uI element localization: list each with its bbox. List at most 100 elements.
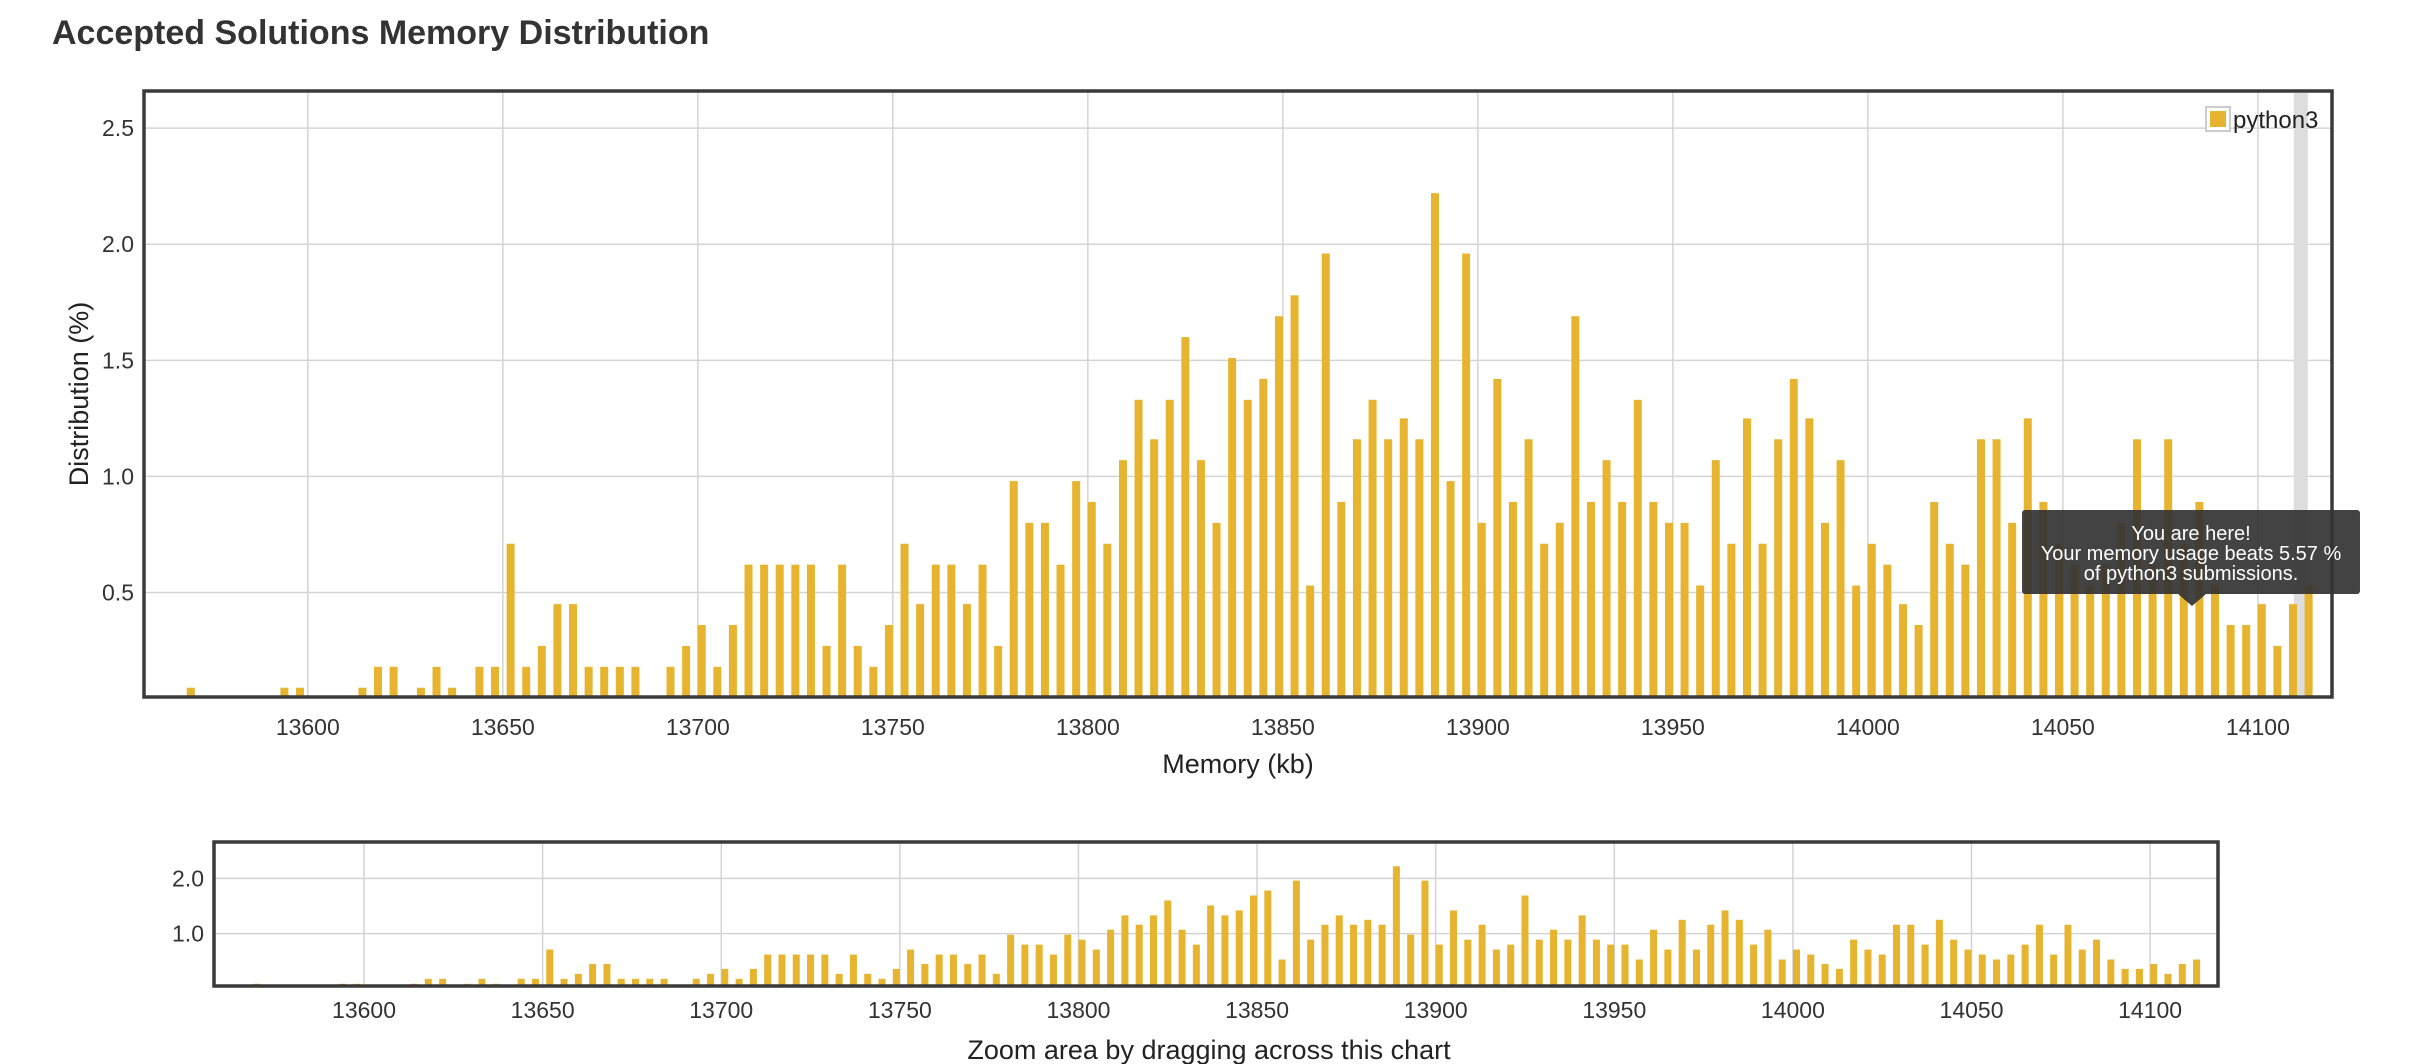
main-chart[interactable]: 13600 13650 13700 13750 13800 13850 13900 13950… <box>64 89 2360 779</box>
main-bar <box>1586 501 1595 697</box>
main-y-tick-label: 1.5 <box>102 347 134 373</box>
zoom-bar <box>2007 954 2015 986</box>
main-bar <box>491 666 500 697</box>
zoom-bar <box>1993 959 2001 986</box>
main-x-tick-label: 13850 <box>1251 714 1315 740</box>
zoom-bar <box>2035 924 2043 986</box>
zoom-bar <box>1850 939 1858 986</box>
main-bar <box>1321 253 1330 697</box>
main-x-tick-labels: 13600 13650 13700 13750 13800 13850 13900 13950… <box>276 714 2290 740</box>
zoom-bar <box>646 978 654 986</box>
main-bar <box>1212 522 1221 697</box>
tooltip: You are here! Your memory usage beats 5.… <box>2022 510 2360 606</box>
main-bar <box>2304 585 2313 697</box>
main-bar <box>1462 253 1471 697</box>
zoom-bar <box>1507 944 1515 986</box>
main-bar <box>1976 439 1985 697</box>
main-bar <box>884 625 893 697</box>
legend[interactable]: python3 <box>2205 106 2318 134</box>
zoom-bar <box>1078 939 1086 986</box>
zoom-bar <box>1492 949 1500 986</box>
zoom-bar <box>1421 880 1429 986</box>
zoom-bar <box>707 973 715 986</box>
main-bar <box>978 564 987 697</box>
zoom-bar <box>978 954 986 986</box>
main-bar <box>615 666 624 697</box>
main-y-tick-label: 2.0 <box>102 231 134 257</box>
main-bar <box>1056 564 1065 697</box>
zoom-bar <box>692 978 700 986</box>
zoom-bar <box>1750 944 1758 986</box>
tooltip-box <box>2022 510 2360 594</box>
zoom-bar <box>1735 919 1743 986</box>
main-bar <box>682 645 691 697</box>
zoom-bar <box>1035 944 1043 986</box>
zoom-bar <box>1164 900 1172 986</box>
zoom-bar <box>1764 929 1772 986</box>
zoom-bar <box>1221 915 1229 986</box>
main-bar <box>1009 481 1018 697</box>
zoom-bar <box>1978 954 1986 986</box>
main-bar <box>791 564 800 697</box>
main-bar <box>358 687 367 697</box>
zoom-plot-area[interactable] <box>214 842 2218 986</box>
zoom-bar <box>1778 959 1786 986</box>
zoom-x-tick-label: 13800 <box>1046 997 1110 1023</box>
zoom-x-tick-label: 13750 <box>868 997 932 1023</box>
main-bar <box>475 666 484 697</box>
zoom-bar <box>1650 929 1658 986</box>
main-bar <box>1727 543 1736 697</box>
zoom-bar <box>617 978 625 986</box>
main-plot-area <box>144 91 2332 697</box>
x-axis-title: Memory (kb) <box>1162 749 1314 779</box>
zoom-y-tick-label: 2.0 <box>172 865 204 891</box>
main-bar <box>1571 316 1580 697</box>
zoom-bar <box>835 973 843 986</box>
main-bar <box>713 666 722 697</box>
zoom-bar <box>1792 949 1800 986</box>
zoom-bar <box>2021 944 2029 986</box>
zoom-bar <box>1521 895 1529 986</box>
main-plot-frame <box>142 89 2334 699</box>
zoom-bar <box>1435 944 1443 986</box>
zoom-navigator-chart[interactable]: 13600 13650 13700 13750 13800 13850 13900 13950… <box>172 840 2220 1064</box>
main-bar <box>1493 378 1502 697</box>
main-bar <box>1992 439 2001 697</box>
main-bar <box>728 625 737 697</box>
main-bar <box>2008 522 2017 697</box>
main-x-tick-label: 14000 <box>1836 714 1900 740</box>
zoom-bar <box>632 978 640 986</box>
main-bar <box>1883 564 1892 697</box>
main-bar <box>1696 585 1705 697</box>
main-bar <box>1118 460 1127 697</box>
zoom-bar <box>1635 959 1643 986</box>
zoom-bar <box>546 949 554 986</box>
zoom-bar <box>1450 910 1458 986</box>
main-bar <box>1243 399 1252 697</box>
zoom-bar <box>2064 924 2072 986</box>
zoom-bar <box>778 954 786 986</box>
zoom-bar <box>849 954 857 986</box>
main-bar <box>1758 543 1767 697</box>
main-bar <box>1820 522 1829 697</box>
main-x-tick-label: 14100 <box>2226 714 2290 740</box>
zoom-bar <box>2150 963 2158 986</box>
zoom-bar <box>1049 954 1057 986</box>
main-bar <box>2148 564 2157 697</box>
zoom-bar <box>439 978 447 986</box>
main-bar <box>806 564 815 697</box>
main-bar <box>2039 501 2048 697</box>
zoom-bar <box>603 963 611 986</box>
zoom-bar <box>821 954 829 986</box>
main-bar <box>1742 418 1751 697</box>
main-y-tick-label: 2.5 <box>102 115 134 141</box>
zoom-bar <box>2135 968 2143 986</box>
zoom-bar <box>1350 924 1358 986</box>
main-bar <box>744 564 753 697</box>
main-bar <box>1524 439 1533 697</box>
main-bar <box>1508 501 1517 697</box>
zoom-bar <box>1378 924 1386 986</box>
zoom-bar <box>1821 963 1829 986</box>
zoom-bar <box>1621 944 1629 986</box>
